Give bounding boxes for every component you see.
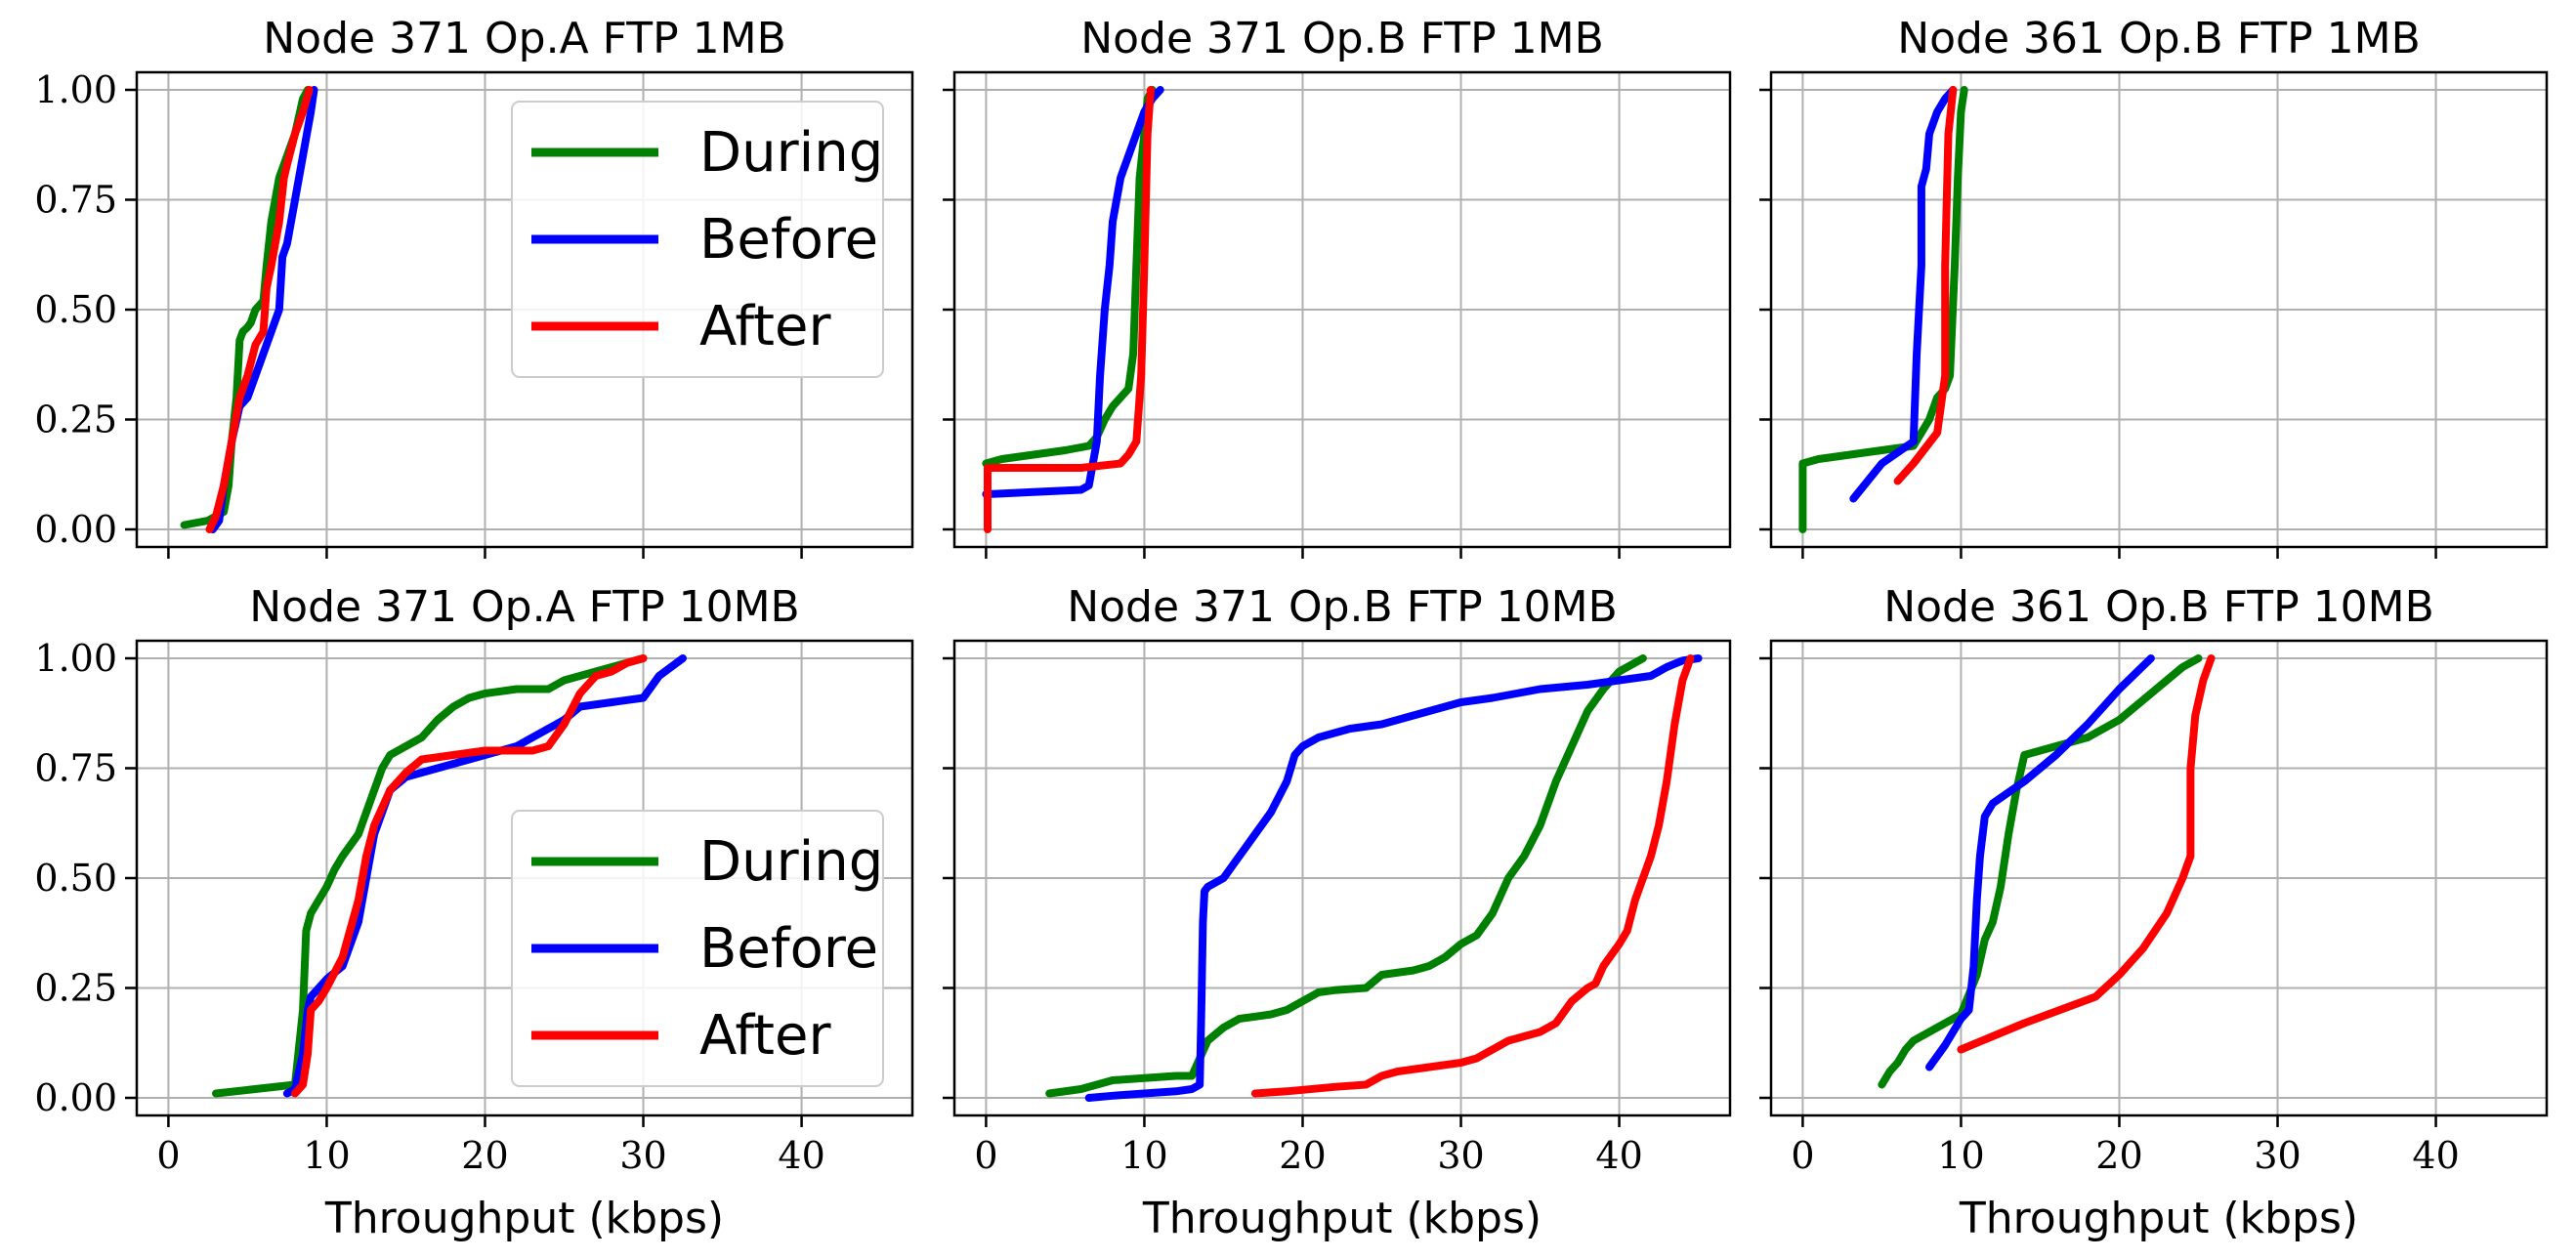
y-tick-label: 1.00: [34, 68, 117, 111]
subplot-title: Node 371 Op.A FTP 1MB: [263, 14, 786, 63]
plot-frame: [135, 639, 914, 1117]
subplot-title: Node 371 Op.B FTP 1MB: [1080, 14, 1604, 63]
x-tick-label: 40: [1595, 1134, 1642, 1177]
plot-frame: [952, 639, 1732, 1117]
y-tick-label: 0.25: [34, 399, 117, 441]
legend-label-after: After: [699, 295, 831, 358]
legend-label-during: During: [699, 830, 883, 894]
series-line-during: [982, 86, 1157, 468]
plot-frame: [1769, 639, 2549, 1117]
series-line-during: [212, 654, 648, 1098]
series-line-before: [1084, 654, 1703, 1102]
subplot-title: Node 361 Op.B FTP 1MB: [1897, 14, 2421, 63]
x-tick-label: 10: [1937, 1134, 1984, 1177]
x-tick-label: 30: [2254, 1134, 2301, 1177]
legend-box: [511, 101, 884, 378]
legend-label-after: After: [699, 1004, 831, 1068]
series-line-before: [1925, 654, 2155, 1071]
subplot-title: Node 371 Op.B FTP 10MB: [1067, 582, 1618, 632]
legend-label-before: Before: [699, 208, 878, 272]
legend: During Before After: [511, 101, 884, 378]
x-tick-label: 40: [2412, 1134, 2459, 1177]
y-tick-label: 0.00: [34, 1076, 117, 1119]
y-tick-label: 0.75: [34, 179, 117, 222]
subplot-3: Node 361 Op.B FTP 1MB: [1759, 14, 2549, 559]
y-tick-label: 0.75: [34, 747, 117, 790]
x-tick-label: 40: [778, 1134, 824, 1177]
y-tick-label: 1.00: [34, 637, 117, 680]
x-tick-label: 10: [303, 1134, 350, 1177]
series-line-after: [1957, 654, 2216, 1054]
series-line-during: [1798, 86, 1968, 533]
x-tick-label: 30: [1437, 1134, 1484, 1177]
subplot-1: 0.00 0.25 0.50 0.75 1.00 Node 371 Op.A FTP 1M…: [34, 14, 914, 559]
x-tick-label: 20: [461, 1134, 508, 1177]
x-tick-label: 20: [2095, 1134, 2142, 1177]
y-tick-label: 0.25: [34, 967, 117, 1010]
x-tick-label: 20: [1279, 1134, 1326, 1177]
series-line-before: [982, 86, 1164, 498]
y-tick-label: 0.00: [34, 508, 117, 551]
x-tick-label: 0: [156, 1134, 180, 1177]
x-tick-label: 30: [619, 1134, 666, 1177]
plot-frame: [952, 70, 1732, 549]
x-tick-label: 0: [1791, 1134, 1814, 1177]
plot-frame: [135, 70, 914, 549]
x-tick-label: 10: [1120, 1134, 1167, 1177]
x-axis-label: Throughput (kbps): [1959, 1194, 2358, 1243]
subplot-title: Node 371 Op.A FTP 10MB: [249, 582, 800, 632]
subplot-4: 0 10 20 30 40 0.00 0.25 0.50 0.75 1.00 Node 371 Op…: [34, 582, 914, 1243]
subplot-5: 0 10 20 30 40 Node 371 Op.B FTP 10MB Throughpu…: [943, 582, 1732, 1243]
legend: During Before After: [511, 810, 884, 1087]
x-axis-label: Throughput (kbps): [324, 1194, 724, 1243]
plot-frame: [1769, 70, 2549, 549]
legend-label-before: Before: [699, 917, 878, 981]
y-tick-label: 0.50: [34, 288, 117, 331]
series-line-after: [1250, 654, 1695, 1098]
subplot-6: 0 10 20 30 40 Node 361 Op.B FTP 10MB Throughpu…: [1759, 582, 2549, 1243]
series-line-after: [1893, 86, 1958, 485]
subplot-title: Node 361 Op.B FTP 10MB: [1883, 582, 2434, 632]
y-tick-label: 0.50: [34, 857, 117, 900]
x-tick-label: 0: [974, 1134, 997, 1177]
legend-box: [511, 810, 884, 1087]
x-axis-label: Throughput (kbps): [1142, 1194, 1541, 1243]
series-line-before: [1849, 86, 1958, 503]
series-line-during: [1878, 654, 2203, 1089]
subplot-2: Node 371 Op.B FTP 1MB: [943, 14, 1732, 559]
series-line-after: [205, 86, 314, 533]
series-line-after: [291, 654, 648, 1098]
series-line-after: [984, 86, 1155, 533]
legend-label-during: During: [699, 121, 883, 185]
